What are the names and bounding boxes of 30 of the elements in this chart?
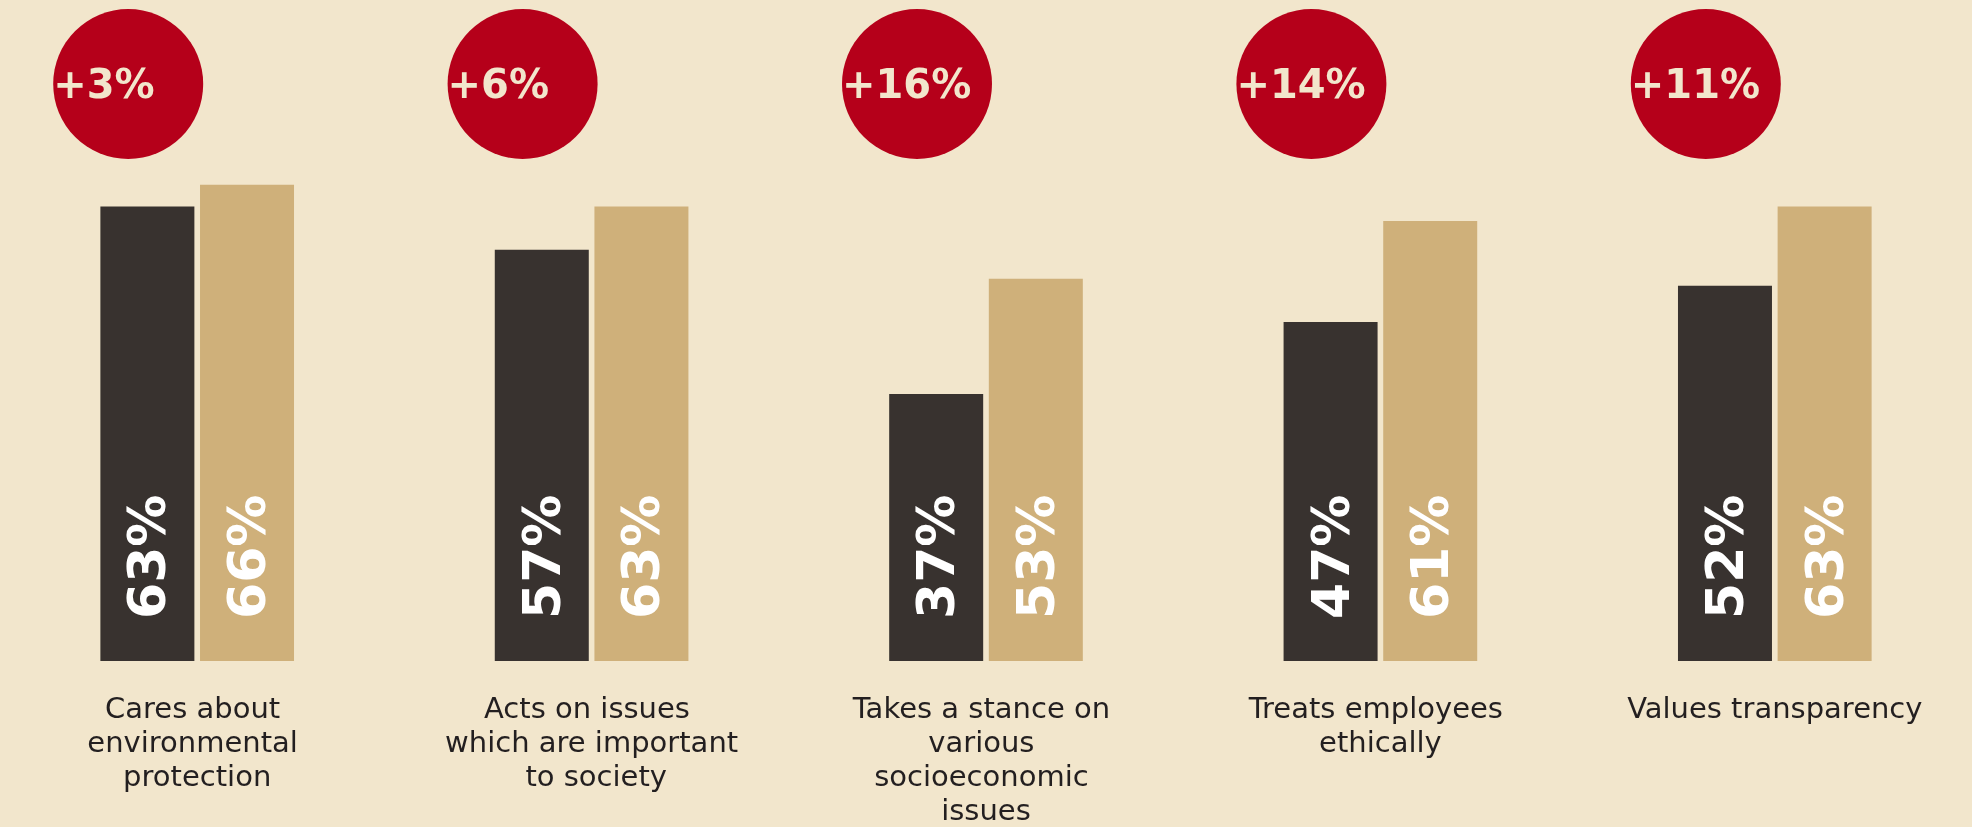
bar bbox=[594, 206, 689, 661]
x-tick-label: Cares about environmental protection bbox=[87, 691, 308, 793]
bar bbox=[988, 278, 1083, 661]
text: +16% bbox=[842, 61, 972, 107]
bar bbox=[1777, 206, 1872, 661]
text: +11% bbox=[1630, 61, 1761, 107]
text: +6% bbox=[447, 61, 550, 107]
x-tick-label: Takes a stance on various socioeconomic issues bbox=[851, 691, 1120, 827]
x-tick-label: Treats employees ethically bbox=[1247, 691, 1513, 759]
data-label: 53% bbox=[1005, 494, 1066, 619]
bar bbox=[100, 206, 195, 661]
data-label: 63% bbox=[1794, 494, 1855, 619]
data-label: 63% bbox=[117, 494, 178, 619]
bar bbox=[1283, 321, 1378, 661]
data-label: 61% bbox=[1400, 494, 1461, 619]
text: +14% bbox=[1236, 61, 1366, 107]
data-label: 66% bbox=[217, 494, 278, 619]
x-tick-label: Values transparency bbox=[1627, 691, 1923, 725]
data-label: 57% bbox=[511, 494, 572, 619]
data-label: 47% bbox=[1300, 494, 1361, 619]
text: +3% bbox=[53, 61, 155, 107]
bar bbox=[1677, 285, 1772, 661]
x-tick-label: Acts on issues which are important to society bbox=[445, 691, 739, 793]
data-label: 63% bbox=[611, 494, 672, 619]
bar bbox=[1383, 220, 1478, 661]
bar bbox=[494, 249, 589, 661]
data-label: 52% bbox=[1694, 494, 1755, 619]
bar bbox=[200, 184, 295, 661]
bar bbox=[889, 394, 984, 661]
data-label: 37% bbox=[906, 494, 967, 619]
